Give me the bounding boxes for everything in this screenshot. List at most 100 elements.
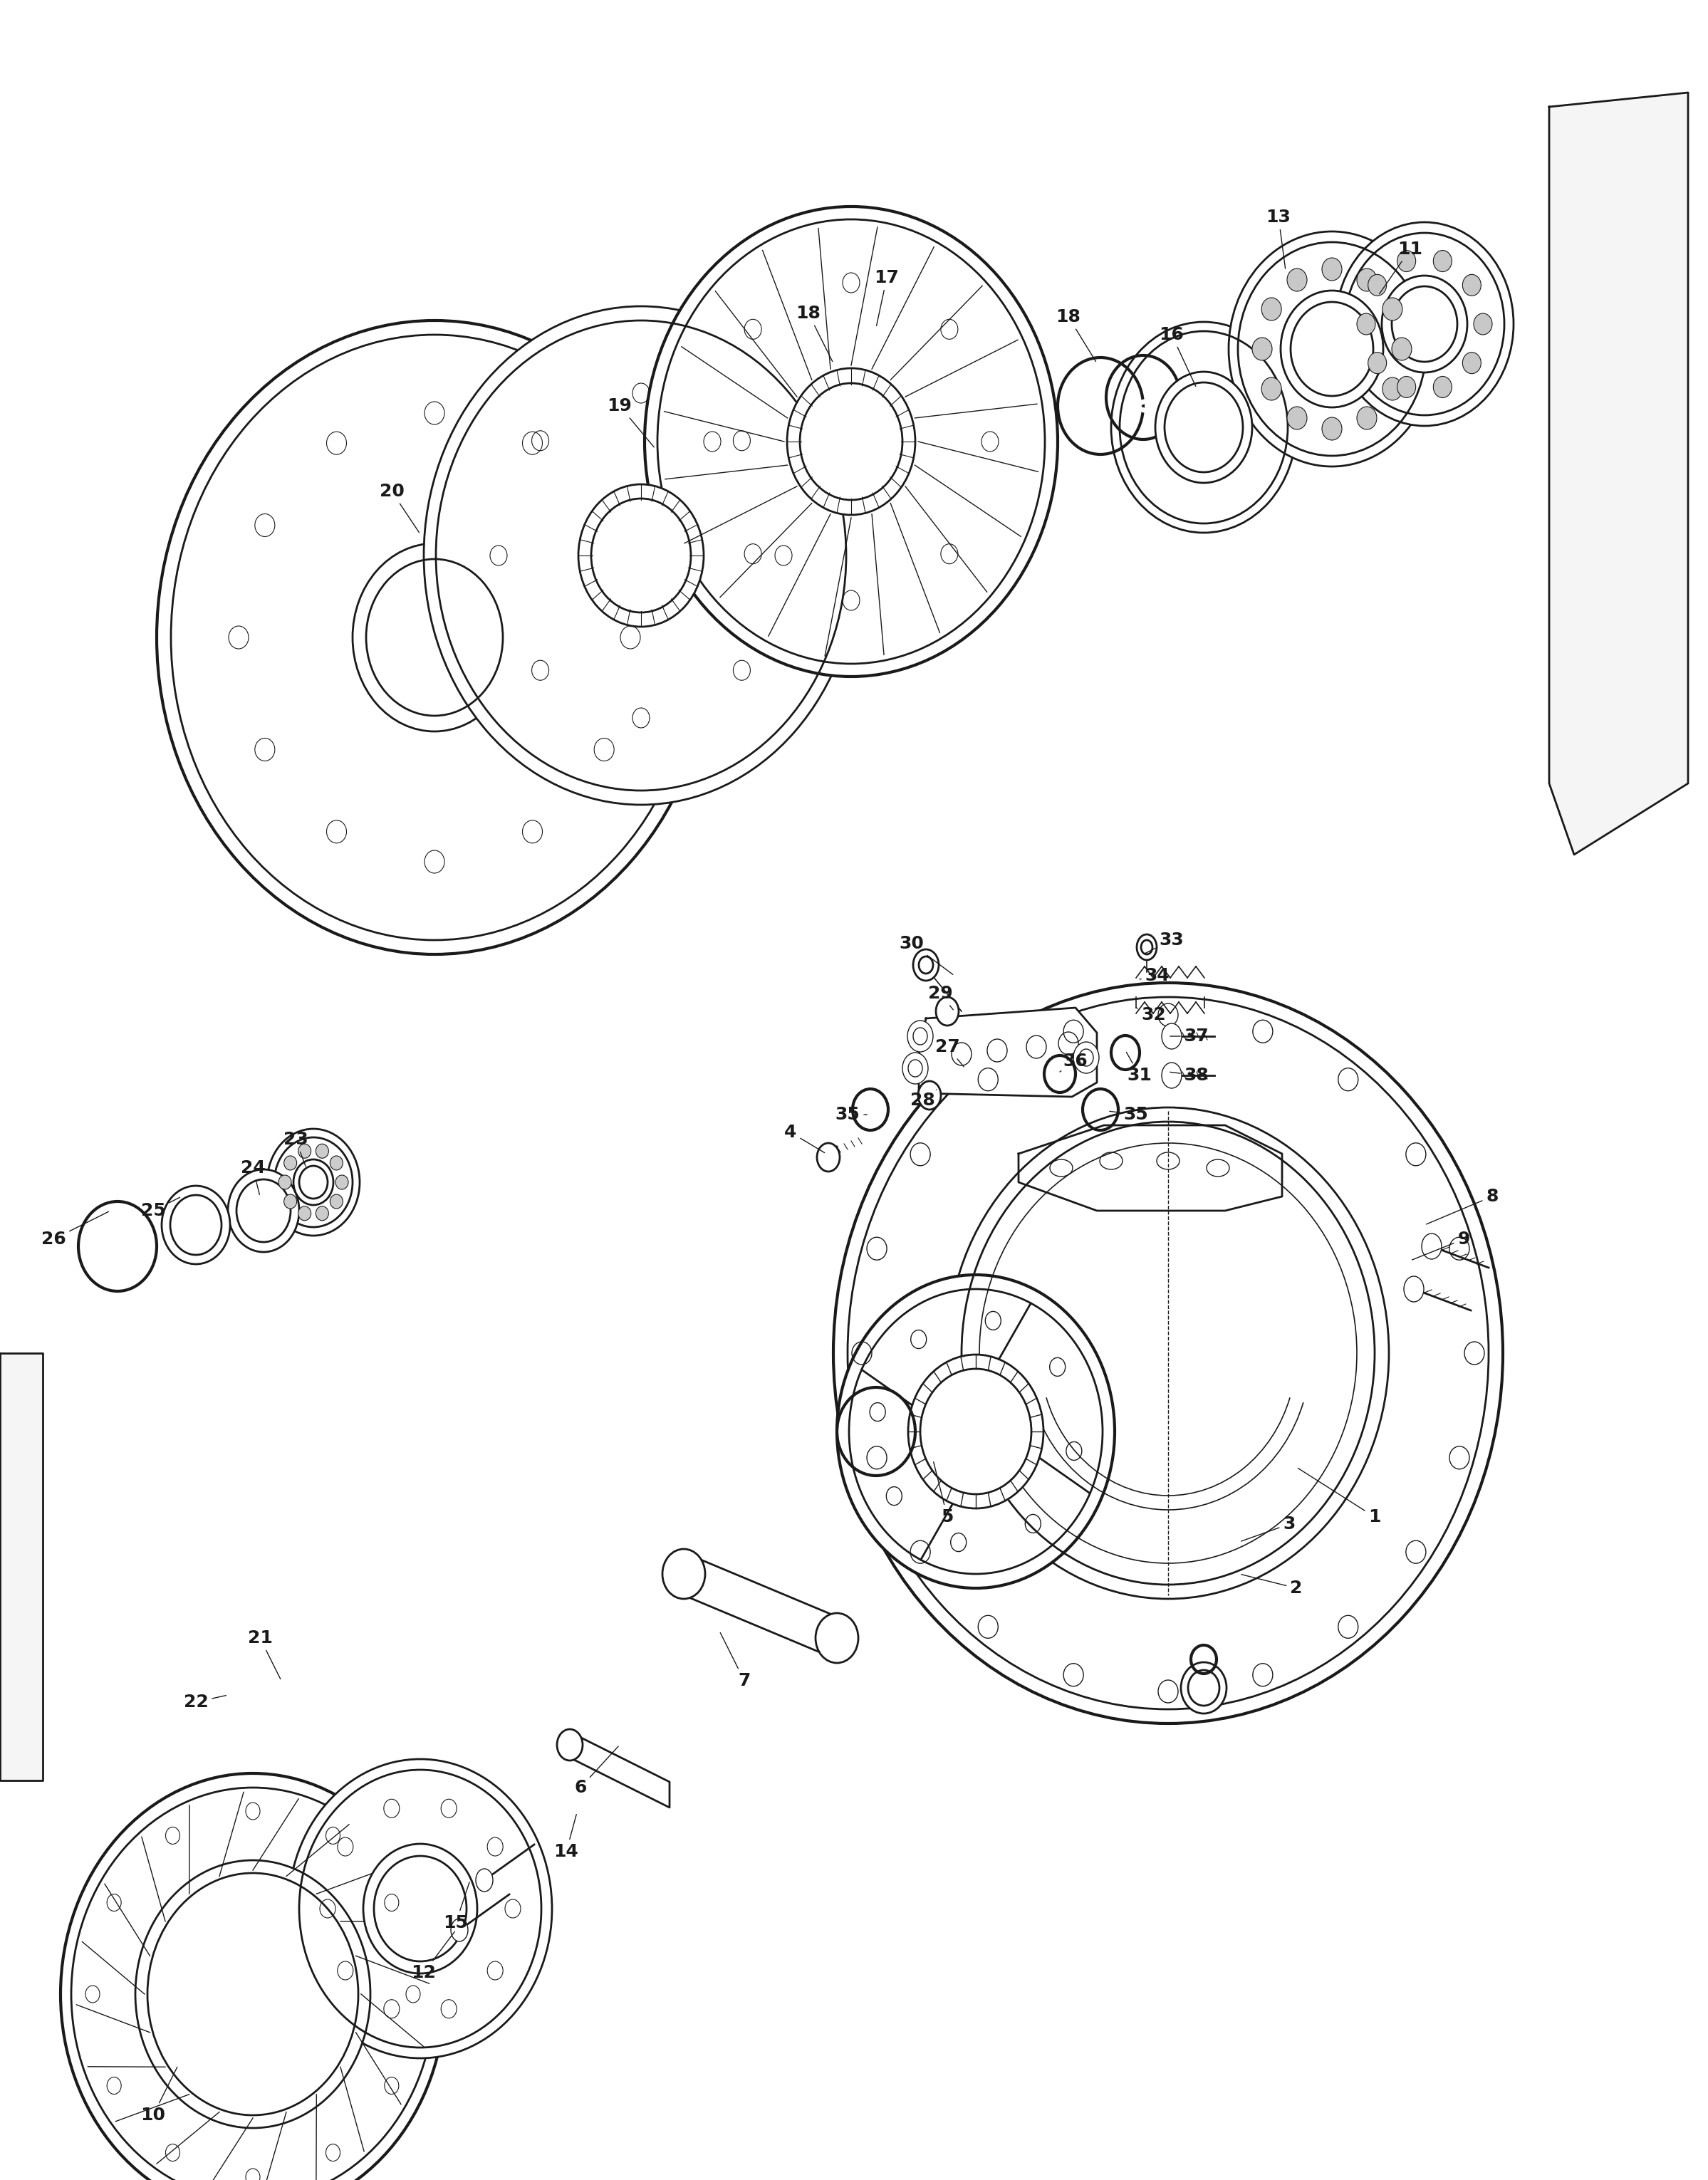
Polygon shape	[1018, 1125, 1283, 1210]
Ellipse shape	[135, 1860, 371, 2128]
Text: 2: 2	[1242, 1574, 1303, 1596]
Ellipse shape	[299, 1144, 311, 1158]
Ellipse shape	[1322, 257, 1342, 281]
Ellipse shape	[816, 1142, 840, 1171]
Text: 17: 17	[874, 268, 898, 325]
Ellipse shape	[902, 1053, 927, 1083]
Text: 12: 12	[412, 1931, 454, 1982]
Ellipse shape	[227, 1168, 299, 1251]
Text: 3: 3	[1242, 1515, 1295, 1541]
Ellipse shape	[1155, 373, 1252, 482]
Text: 21: 21	[248, 1628, 280, 1679]
Ellipse shape	[1288, 408, 1307, 429]
Ellipse shape	[316, 1144, 328, 1158]
Polygon shape	[683, 1552, 837, 1659]
Ellipse shape	[1073, 1042, 1098, 1073]
Polygon shape	[570, 1733, 670, 1807]
Ellipse shape	[837, 1275, 1115, 1589]
Text: 38: 38	[1170, 1066, 1209, 1083]
Ellipse shape	[787, 368, 915, 514]
Ellipse shape	[1462, 275, 1481, 296]
Ellipse shape	[1356, 314, 1375, 336]
Text: 29: 29	[927, 985, 953, 1009]
Ellipse shape	[60, 1772, 446, 2180]
Ellipse shape	[1474, 314, 1493, 336]
Ellipse shape	[914, 948, 939, 981]
Ellipse shape	[424, 305, 859, 804]
Ellipse shape	[557, 1729, 582, 1761]
Text: 26: 26	[41, 1212, 109, 1247]
Text: 32: 32	[1136, 1007, 1167, 1022]
Polygon shape	[1549, 92, 1688, 855]
Ellipse shape	[815, 1613, 859, 1663]
Ellipse shape	[1382, 299, 1402, 320]
Ellipse shape	[352, 543, 516, 732]
Ellipse shape	[1161, 1022, 1182, 1049]
Text: 9: 9	[1413, 1232, 1471, 1260]
Text: 1: 1	[1298, 1467, 1380, 1526]
Ellipse shape	[1288, 268, 1307, 292]
Text: 35: 35	[835, 1105, 868, 1123]
Text: 31: 31	[1126, 1053, 1151, 1083]
Ellipse shape	[1322, 416, 1342, 440]
Ellipse shape	[834, 983, 1503, 1724]
Text: 5: 5	[934, 1463, 953, 1526]
Ellipse shape	[1462, 353, 1481, 373]
Ellipse shape	[330, 1155, 343, 1171]
Ellipse shape	[1138, 935, 1156, 959]
Ellipse shape	[284, 1195, 297, 1208]
Text: 18: 18	[796, 305, 832, 362]
Ellipse shape	[663, 1550, 705, 1598]
Text: 8: 8	[1426, 1188, 1498, 1225]
Text: 36: 36	[1061, 1053, 1088, 1073]
Text: 35: 35	[1110, 1105, 1148, 1123]
Text: 22: 22	[183, 1694, 225, 1711]
Ellipse shape	[644, 207, 1057, 676]
Text: 28: 28	[910, 1090, 936, 1110]
Ellipse shape	[284, 1155, 297, 1171]
Ellipse shape	[1368, 275, 1387, 296]
Text: 4: 4	[784, 1125, 825, 1153]
Text: 16: 16	[1160, 327, 1196, 386]
Ellipse shape	[1356, 408, 1377, 429]
Ellipse shape	[1404, 1275, 1424, 1301]
Ellipse shape	[364, 1844, 477, 1973]
Ellipse shape	[1356, 268, 1377, 292]
Ellipse shape	[1433, 251, 1452, 272]
Ellipse shape	[1262, 299, 1281, 320]
Ellipse shape	[948, 1107, 1389, 1598]
Ellipse shape	[1392, 338, 1413, 360]
Ellipse shape	[1382, 275, 1467, 373]
Text: 25: 25	[140, 1197, 179, 1219]
Ellipse shape	[1336, 222, 1513, 425]
Text: 23: 23	[284, 1131, 307, 1166]
Text: 18: 18	[1056, 307, 1097, 362]
Ellipse shape	[1228, 231, 1435, 467]
Text: 15: 15	[444, 1881, 470, 1931]
Text: 11: 11	[1380, 240, 1423, 294]
Ellipse shape	[907, 1020, 933, 1053]
Ellipse shape	[936, 996, 958, 1025]
Ellipse shape	[1433, 377, 1452, 397]
Text: 6: 6	[574, 1746, 618, 1796]
Text: 34: 34	[1139, 968, 1170, 983]
Ellipse shape	[266, 1129, 360, 1236]
Ellipse shape	[909, 1354, 1044, 1509]
Text: 20: 20	[379, 482, 418, 532]
Ellipse shape	[157, 320, 712, 955]
Text: 33: 33	[1144, 931, 1184, 953]
Ellipse shape	[330, 1195, 343, 1208]
Ellipse shape	[579, 484, 704, 626]
Ellipse shape	[1262, 377, 1281, 401]
Text: 19: 19	[608, 397, 654, 447]
Ellipse shape	[1161, 1062, 1182, 1088]
Ellipse shape	[316, 1206, 328, 1221]
Ellipse shape	[477, 1868, 494, 1892]
Ellipse shape	[1397, 377, 1416, 397]
Text: 24: 24	[241, 1160, 265, 1195]
Ellipse shape	[299, 1206, 311, 1221]
Ellipse shape	[919, 1081, 941, 1110]
Ellipse shape	[162, 1186, 231, 1264]
Text: 7: 7	[721, 1633, 750, 1690]
Text: 27: 27	[934, 1038, 963, 1066]
